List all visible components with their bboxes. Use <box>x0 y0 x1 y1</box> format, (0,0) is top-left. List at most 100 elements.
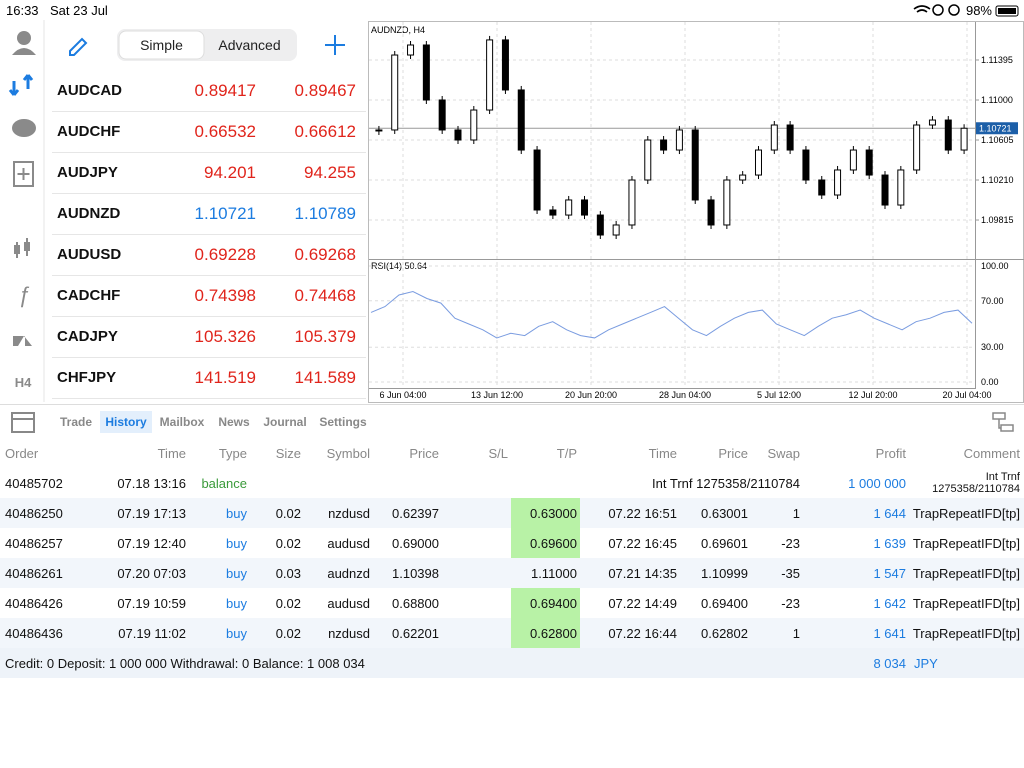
tab[interactable]: Journal <box>263 415 307 429</box>
bid: 105.326 <box>194 327 256 346</box>
account-icon[interactable] <box>17 31 31 45</box>
bid: 0.74398 <box>194 286 256 305</box>
x-tick-label: 5 Jul 12:00 <box>757 390 801 400</box>
table-cell: 0.68800 <box>392 596 439 611</box>
candle <box>881 174 889 206</box>
battery-icon <box>995 5 1019 17</box>
table-cell: TrapRepeatIFD[tp] <box>912 536 1020 551</box>
segment-selected <box>118 30 205 60</box>
table-cell: 40485702 <box>5 476 63 491</box>
currency: JPY <box>914 656 938 671</box>
table-cell: TrapRepeatIFD[tp] <box>912 506 1020 521</box>
row-separator <box>52 357 366 358</box>
edit-icon[interactable] <box>69 37 88 56</box>
battery-level: 98% <box>965 3 992 18</box>
tab[interactable]: Settings <box>319 415 367 429</box>
candle <box>501 39 509 91</box>
table-cell: 0.63000 <box>530 506 577 521</box>
table-cell: audnzd <box>327 566 370 581</box>
timeframe-button[interactable]: H4 <box>15 375 32 390</box>
column-header: Price <box>409 446 439 461</box>
table-cell: 0.03 <box>275 566 301 581</box>
symbol[interactable]: AUDJPY <box>57 164 118 181</box>
quotes-icon[interactable] <box>8 74 34 96</box>
segment-tab[interactable]: Simple <box>140 37 183 53</box>
candle <box>849 149 857 171</box>
table-cell: TrapRepeatIFD[tp] <box>912 596 1020 611</box>
row-bg <box>0 558 1024 588</box>
table-cell: 0.63001 <box>701 506 748 521</box>
candle <box>928 119 936 126</box>
table-cell: 0.62802 <box>701 626 748 641</box>
candle <box>533 149 541 211</box>
symbol[interactable]: CADJPY <box>57 328 118 345</box>
table-cell: 07.19 17:13 <box>117 506 186 521</box>
calendar-icon[interactable] <box>11 412 35 433</box>
new-order-icon[interactable] <box>13 161 34 187</box>
symbol[interactable]: AUDNZD <box>57 205 121 222</box>
chart-frame <box>368 21 1024 403</box>
lock-icon <box>948 4 960 16</box>
table-cell: 07.22 14:49 <box>608 596 677 611</box>
chat-icon[interactable] <box>12 119 36 137</box>
candle <box>596 214 604 236</box>
table-cell: 07.18 13:16 <box>117 476 186 491</box>
table-cell: 0.62800 <box>530 626 577 641</box>
tab[interactable]: News <box>218 415 250 429</box>
candle <box>944 119 952 151</box>
table-cell: 0.62397 <box>392 506 439 521</box>
add-symbol-button[interactable] <box>325 35 345 55</box>
tab[interactable]: Trade <box>59 415 92 429</box>
date: Sat 23 Jul <box>50 3 108 18</box>
table-cell: 1 <box>792 506 800 521</box>
layout-icon[interactable] <box>992 412 1014 432</box>
active-tab-bg <box>100 411 152 433</box>
y-tick-label: 70.00 <box>981 296 1004 306</box>
bid: 0.69228 <box>194 245 256 264</box>
candle <box>612 224 620 236</box>
candle <box>691 129 699 201</box>
bid: 141.519 <box>194 368 256 387</box>
bid: 0.89417 <box>194 81 256 100</box>
candle <box>960 127 968 151</box>
column-header: Time <box>648 446 677 461</box>
candle <box>438 99 446 131</box>
y-tick-label: 30.00 <box>981 342 1004 352</box>
tab[interactable]: History <box>105 415 147 429</box>
symbol[interactable]: CADCHF <box>57 287 121 304</box>
x-tick-label: 28 Jun 04:00 <box>659 390 711 400</box>
table-cell: 0.02 <box>275 536 301 551</box>
symbol[interactable]: AUDCAD <box>57 82 122 99</box>
symbol[interactable]: AUDCHF <box>57 123 121 140</box>
y-tick-label: 1.11395 <box>981 55 1013 65</box>
tp-highlight <box>511 498 580 528</box>
x-tick-label: 6 Jun 04:00 <box>379 390 426 400</box>
candle <box>802 149 810 181</box>
indicators-icon[interactable]: ƒ <box>18 282 30 307</box>
candle <box>913 124 921 171</box>
table-cell: -23 <box>781 536 800 551</box>
table-cell: Int Trnf 1275358/2110784 <box>652 476 800 491</box>
tab[interactable]: Mailbox <box>159 415 205 429</box>
column-header: T/P <box>556 446 577 461</box>
candle <box>517 89 525 151</box>
candle <box>549 209 557 216</box>
x-tick-label: 12 Jul 20:00 <box>848 390 897 400</box>
table-cell: nzdusd <box>328 506 370 521</box>
objects-icon[interactable] <box>13 336 32 346</box>
table-cell: audusd <box>327 536 370 551</box>
x-tick-label: 13 Jun 12:00 <box>471 390 523 400</box>
table-cell: -23 <box>781 596 800 611</box>
column-header: Comment <box>963 446 1020 461</box>
table-cell: 40486250 <box>5 506 63 521</box>
symbol[interactable]: CHFJPY <box>57 369 117 386</box>
row-separator <box>52 111 366 112</box>
column-header: Type <box>218 446 247 461</box>
x-tick-label: 20 Jun 20:00 <box>565 390 617 400</box>
ask: 105.379 <box>294 327 356 346</box>
symbol[interactable]: AUDUSD <box>57 246 122 263</box>
table-cell: buy <box>226 506 247 521</box>
segment-tab[interactable]: Advanced <box>218 37 281 53</box>
rsi-line <box>370 290 973 339</box>
